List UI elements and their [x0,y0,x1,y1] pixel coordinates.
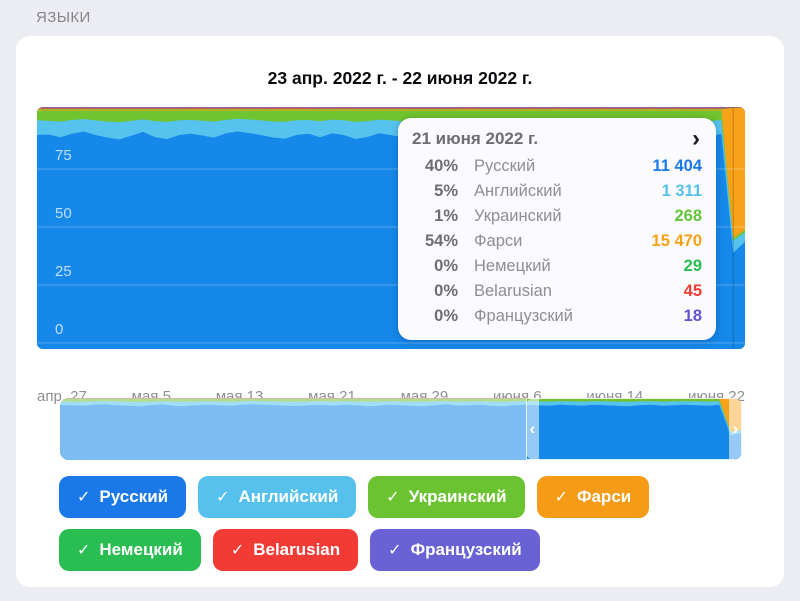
tooltip-language-name: Русский [474,157,536,175]
chip-row: ✓ Немецкий ✓ Belarusian ✓ Французский [59,529,759,571]
minimap-scrubber[interactable]: ‹ › [60,398,742,460]
tooltip-row: 5% Английский 1 311 [412,179,702,204]
minimap-right-handle[interactable]: › [728,398,742,460]
checkmark-icon: ✓ [77,542,91,559]
chevron-right-icon[interactable]: › [692,125,700,152]
chevron-right-icon: › [732,419,739,438]
tooltip-language-name: Немецкий [474,257,551,275]
y-axis-label: 25 [55,263,72,280]
checkmark-icon: ✓ [554,489,568,506]
tooltip-value: 45 [683,282,702,300]
language-chip[interactable]: ✓ Английский [198,476,357,518]
minimap-selection[interactable]: ‹ › [525,398,742,460]
tooltip-value: 11 404 [652,157,702,175]
tooltip-percent: 1% [434,207,458,225]
y-axis-label: 0 [55,321,64,338]
language-chip[interactable]: ✓ Немецкий [59,529,201,571]
language-chip[interactable]: ✓ Французский [370,529,540,571]
tooltip-value: 268 [674,207,702,225]
section-title: ЯЗЫКИ [36,9,91,26]
tooltip-value: 18 [683,307,702,325]
language-chip[interactable]: ✓ Русский [59,476,187,518]
tooltip-row: 0% Французский 18 [412,304,702,329]
chip-label: Русский [99,487,169,506]
language-chip[interactable]: ✓ Украинский [368,476,525,518]
tooltip-row: 1% Украинский 268 [412,204,702,229]
tooltip-date: 21 июня 2022 г. [412,129,539,148]
chart-area: 0 25 50 75 21 июня 2022 г. › 40% Русский 11 4… [37,107,745,349]
minimap-left-handle[interactable]: ‹ [525,398,539,460]
tooltip-value: 29 [683,257,702,275]
chip-label: Belarusian [253,540,341,559]
language-chip[interactable]: ✓ Фарси [536,476,650,518]
tooltip-row: 40% Русский 11 404 [412,154,702,179]
tooltip-value: 1 311 [661,182,702,200]
chip-label: Фарси [576,487,632,506]
chip-label: Немецкий [99,540,183,559]
minimap-dimmed-region [60,398,526,460]
tooltip-percent: 5% [434,182,458,200]
tooltip-percent: 40% [424,157,458,175]
chip-label: Английский [238,487,339,506]
tooltip-percent: 54% [424,232,458,250]
y-axis-label: 50 [55,205,72,222]
tooltip-percent: 0% [434,257,458,275]
checkmark-icon: ✓ [216,489,230,506]
tooltip-percent: 0% [434,282,458,300]
tooltip-row: 0% Belarusian 45 [412,279,702,304]
tooltip: 21 июня 2022 г. › 40% Русский 11 404 5% Англ… [398,118,716,340]
tooltip-row: 0% Немецкий 29 [412,254,702,279]
checkmark-icon: ✓ [230,542,245,559]
chevron-left-icon: ‹ [529,419,536,438]
y-axis-label: 75 [55,147,72,164]
languages-card: 23 апр. 2022 г. - 22 июня 2022 г. 0 25 50 7… [16,36,784,587]
tooltip-value: 15 470 [651,232,702,250]
language-filter-chips: ✓ Русский ✓ Английский ✓ Украинский ✓ Фарси ✓ Нем… [59,476,759,582]
tooltip-language-name: Английский [474,182,562,200]
tooltip-row: 54% Фарси 15 470 [412,229,702,254]
language-chip[interactable]: ✓ Belarusian [212,529,359,571]
area-series [60,404,742,460]
tooltip-percent: 0% [434,307,458,325]
tooltip-rows: 40% Русский 11 404 5% Английский 1 311 1% Украи… [412,154,702,329]
minimap-chart [60,398,742,460]
checkmark-icon: ✓ [388,542,402,559]
date-range-title: 23 апр. 2022 г. - 22 июня 2022 г. [267,68,533,88]
checkmark-icon: ✓ [386,489,400,506]
tooltip-language-name: Фарси [474,232,523,250]
chip-label: Французский [410,540,522,559]
tooltip-language-name: Французский [474,307,573,325]
checkmark-icon: ✓ [77,489,91,506]
tooltip-language-name: Belarusian [474,282,552,300]
chip-label: Украинский [408,487,507,506]
tooltip-language-name: Украинский [474,207,562,225]
chip-row: ✓ Русский ✓ Английский ✓ Украинский ✓ Фарси [59,476,759,518]
